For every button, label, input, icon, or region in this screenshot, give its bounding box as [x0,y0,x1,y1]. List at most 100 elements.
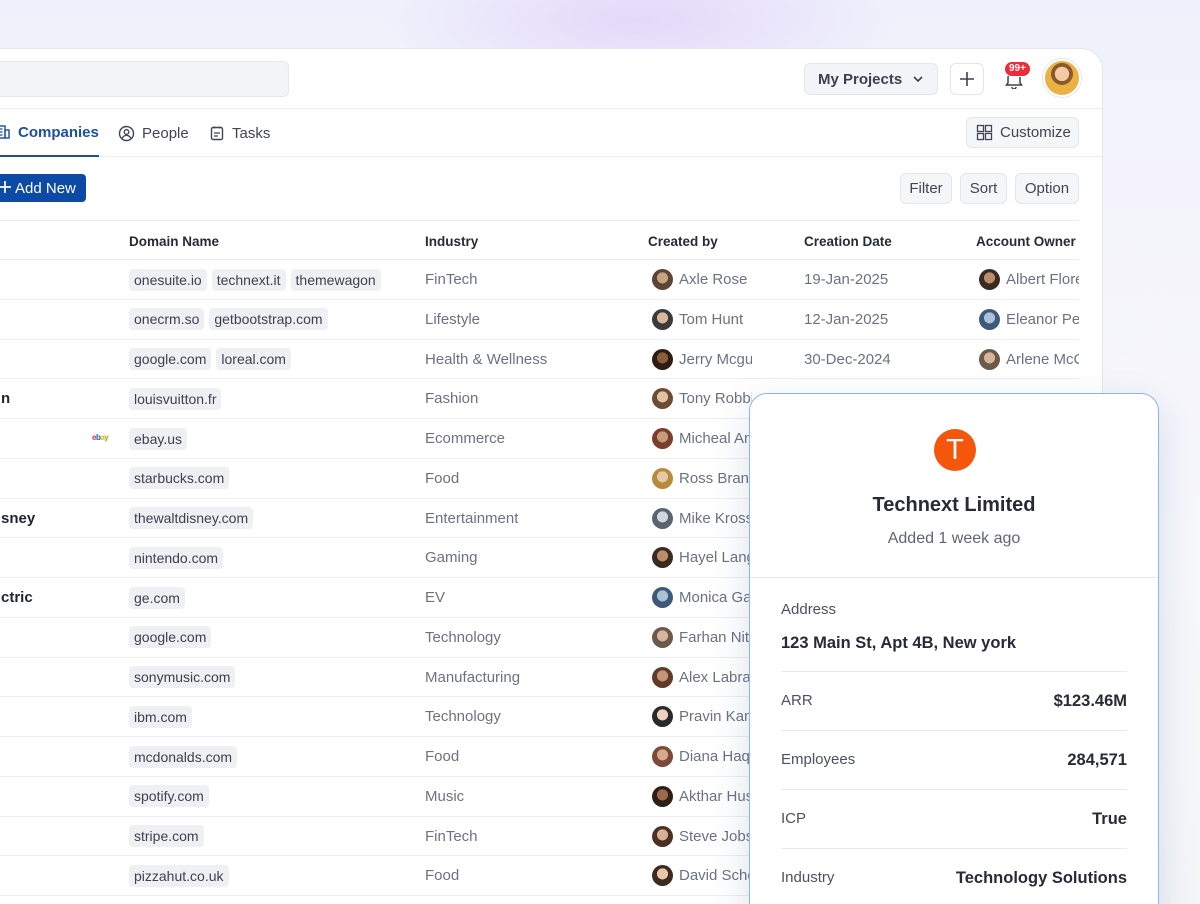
creation-date-cell: 30-Dec-2024 [804,350,891,368]
option-button[interactable]: Option [1015,173,1079,204]
table-row[interactable]: nintendo.com Gaming Hayel Lang [0,538,1079,578]
column-industry[interactable]: Industry [425,234,479,249]
industry-cell: Ecommerce [425,430,506,447]
chevron-down-icon [913,76,923,83]
account-owner-cell[interactable]: Eleanor Per [979,300,1079,339]
created-by-cell[interactable]: Farhan Nitr [652,618,752,657]
tab-tasks[interactable]: Tasks [209,109,270,157]
add-new-button[interactable]: Add New [0,174,86,202]
domain-chip[interactable]: getbootstrap.com [209,308,328,331]
domain-chip[interactable]: spotify.com [129,785,209,808]
account-owner-cell[interactable]: Albert Flore [979,260,1079,299]
search-input[interactable] [0,61,289,97]
domain-chip[interactable]: nintendo.com [129,546,224,569]
domain-chip[interactable]: onecrm.so [129,308,205,331]
table-row[interactable]: google.com loreal.com Health & Wellness Jer… [0,340,1079,380]
domain-chip[interactable]: loreal.com [216,348,291,370]
creator-name: Jerry Mcguire [679,350,752,368]
table-row[interactable]: mcdonalds.com Food Diana Haqu [0,737,1079,777]
created-by-cell[interactable]: Ross Brand [652,459,752,498]
company-name-cell[interactable]: n [1,390,11,408]
table-row[interactable]: onecrm.so getbootstrap.com Lifestyle Tom Hu… [0,300,1079,340]
creator-name: Ross Brand [679,469,752,487]
domain-chip[interactable]: ge.com [129,586,185,609]
created-by-cell[interactable]: Steve Jobs [652,817,752,856]
domain-chip[interactable]: louisvuitton.fr [129,387,222,410]
employees-label: Employees [781,751,856,768]
table-row[interactable]: starbucks.com Food Ross Brand [0,459,1079,499]
domain-chip[interactable]: technext.it [211,268,286,291]
industry-cell: FinTech [425,271,478,288]
creator-name: Farhan Nitr [679,628,752,646]
created-by-cell[interactable]: Axle Rose [652,260,752,299]
domain-chip[interactable]: starbucks.com [129,467,230,490]
sort-button[interactable]: Sort [960,173,1007,204]
domain-chip[interactable]: onesuite.io [129,268,207,291]
domain-chip[interactable]: ibm.com [129,705,192,728]
table-row[interactable]: sonymusic.com Manufacturing Alex Labra [0,658,1079,698]
created-by-cell[interactable]: Hayel Lang [652,538,752,577]
table-row[interactable]: onesuite.io technext.it themewagon FinTech A… [0,260,1079,300]
ebay-logo: ebay [92,433,109,442]
column-domain[interactable]: Domain Name [129,234,220,249]
created-by-cell[interactable]: Monica Ga [652,578,752,617]
domain-chip[interactable]: themewagon [290,268,381,291]
divider [781,848,1127,849]
column-created-by[interactable]: Created by [648,234,718,249]
add-button[interactable] [950,63,984,95]
employees-value: 284,571 [1067,751,1127,769]
created-by-cell[interactable]: Mike Kross [652,499,752,538]
domain-chip[interactable]: mcdonalds.com [129,745,238,768]
created-by-cell[interactable]: Tony Robbins [652,379,752,418]
customize-button[interactable]: Customize [966,117,1079,148]
table-row[interactable]: ibm.com Technology Pravin Kam [0,697,1079,737]
domain-cell: nintendo.com [129,538,228,577]
created-by-cell[interactable]: Diana Haqu [652,737,752,776]
domain-chip[interactable]: google.com [129,626,212,649]
top-bar: My Projects 99+ [0,49,1102,109]
address-label: Address [781,601,837,618]
table-row[interactable]: ebay ebay.us Ecommerce Micheal An [0,419,1079,459]
created-by-cell[interactable]: Tom Hunt [652,300,752,339]
table-row[interactable]: stripe.com FinTech Steve Jobs [0,817,1079,857]
domain-cell: thewaltdisney.com [129,499,258,538]
domain-chip[interactable]: pizzahut.co.uk [129,864,229,887]
column-creation-date[interactable]: Creation Date [804,234,892,249]
filter-button[interactable]: Filter [900,173,952,204]
company-name-cell[interactable]: sney [1,509,36,527]
sort-label: Sort [969,180,998,197]
creator-name: Tony Robbins [679,390,752,408]
tab-people[interactable]: People [118,109,189,157]
table-row[interactable]: spotify.com Music Akthar Hus [0,777,1079,817]
column-account-owner[interactable]: Account Owner [976,234,1076,249]
created-by-cell[interactable]: Akthar Hus [652,777,752,816]
domain-chip[interactable]: google.com [129,348,212,370]
created-by-cell[interactable]: Jerry Mcguire [652,340,752,379]
domain-chip[interactable]: ebay.us [129,427,187,450]
project-selector[interactable]: My Projects [804,63,938,95]
domain-chip[interactable]: thewaltdisney.com [129,507,254,529]
creator-name: Mike Kross [679,509,752,527]
table-row[interactable]: pizzahut.co.uk Food David Sche [0,856,1079,896]
table-row[interactable]: n louisvuitton.fr Fashion Tony Robbins [0,379,1079,419]
account-owner-cell[interactable]: Arlene McC [979,340,1079,379]
avatar [652,507,673,529]
table-row[interactable]: sney thewaltdisney.com Entertainment Mike K… [0,499,1079,539]
created-by-cell[interactable]: Micheal An [652,419,752,458]
domain-chip[interactable]: stripe.com [129,825,204,847]
industry-cell: Technology [425,708,501,726]
domain-chip[interactable]: sonymusic.com [129,666,236,688]
industry-label: Industry [781,869,835,886]
created-by-cell[interactable]: David Sche [652,856,752,895]
created-by-cell[interactable]: Pravin Kam [652,697,752,736]
table-row[interactable]: ctric ge.com EV Monica Ga [0,578,1079,618]
tab-bar: Companies People Tasks Customize [0,109,1102,157]
industry-cell: Music [425,787,465,805]
company-name-cell[interactable]: ctric [1,589,33,606]
customize-label: Customize [1000,124,1071,141]
creation-date-cell: 19-Jan-2025 [804,271,889,288]
tab-companies[interactable]: Companies [0,109,99,157]
created-by-cell[interactable]: Alex Labra [652,658,752,697]
table-row[interactable]: google.com Technology Farhan Nitr [0,618,1079,658]
user-avatar[interactable] [1043,59,1081,97]
